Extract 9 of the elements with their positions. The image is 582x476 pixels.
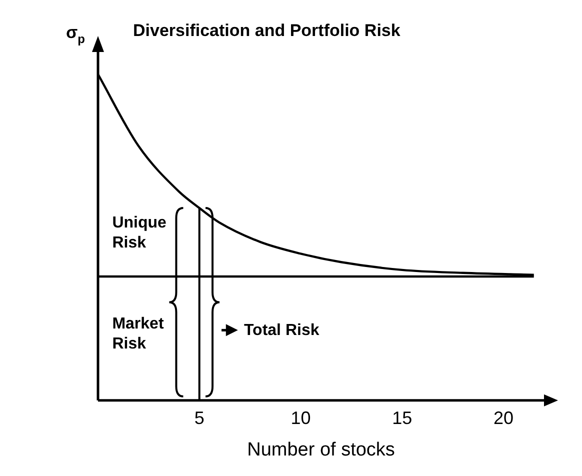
x-tick-label: 15 xyxy=(392,408,412,428)
annotation: Unique Risk xyxy=(112,214,167,252)
annotation: Total Risk xyxy=(244,322,320,340)
x-tick-label: 5 xyxy=(194,408,204,428)
x-tick-label: 10 xyxy=(290,408,311,428)
annotation: Market Risk xyxy=(112,316,164,353)
x-axis-title: Number of stocks xyxy=(247,439,395,460)
chart-title: Diversification and Portfolio Risk xyxy=(133,21,401,40)
x-tick-label: 20 xyxy=(493,408,514,428)
